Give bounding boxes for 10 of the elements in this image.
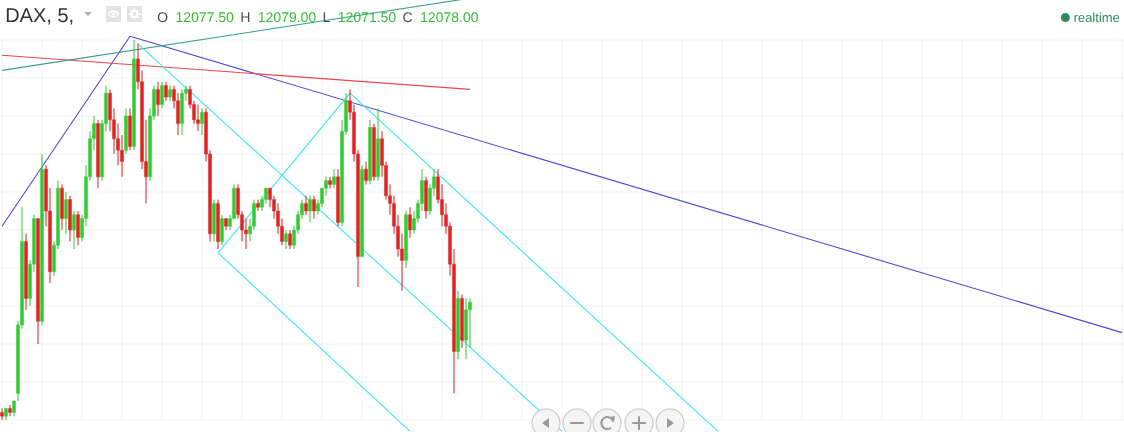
- text: 12077.50: [176, 12, 234, 23]
- text: H: [241, 12, 250, 22]
- chart-title: DAX, 5,: [6, 8, 73, 25]
- text: L: [323, 12, 330, 22]
- text: 12071.50: [338, 12, 396, 23]
- text: O: [157, 12, 168, 23]
- text: realtime: [1074, 12, 1120, 23]
- text: 12078.00: [421, 12, 478, 23]
- text: 12079.00: [258, 12, 316, 23]
- text: C: [403, 12, 413, 23]
